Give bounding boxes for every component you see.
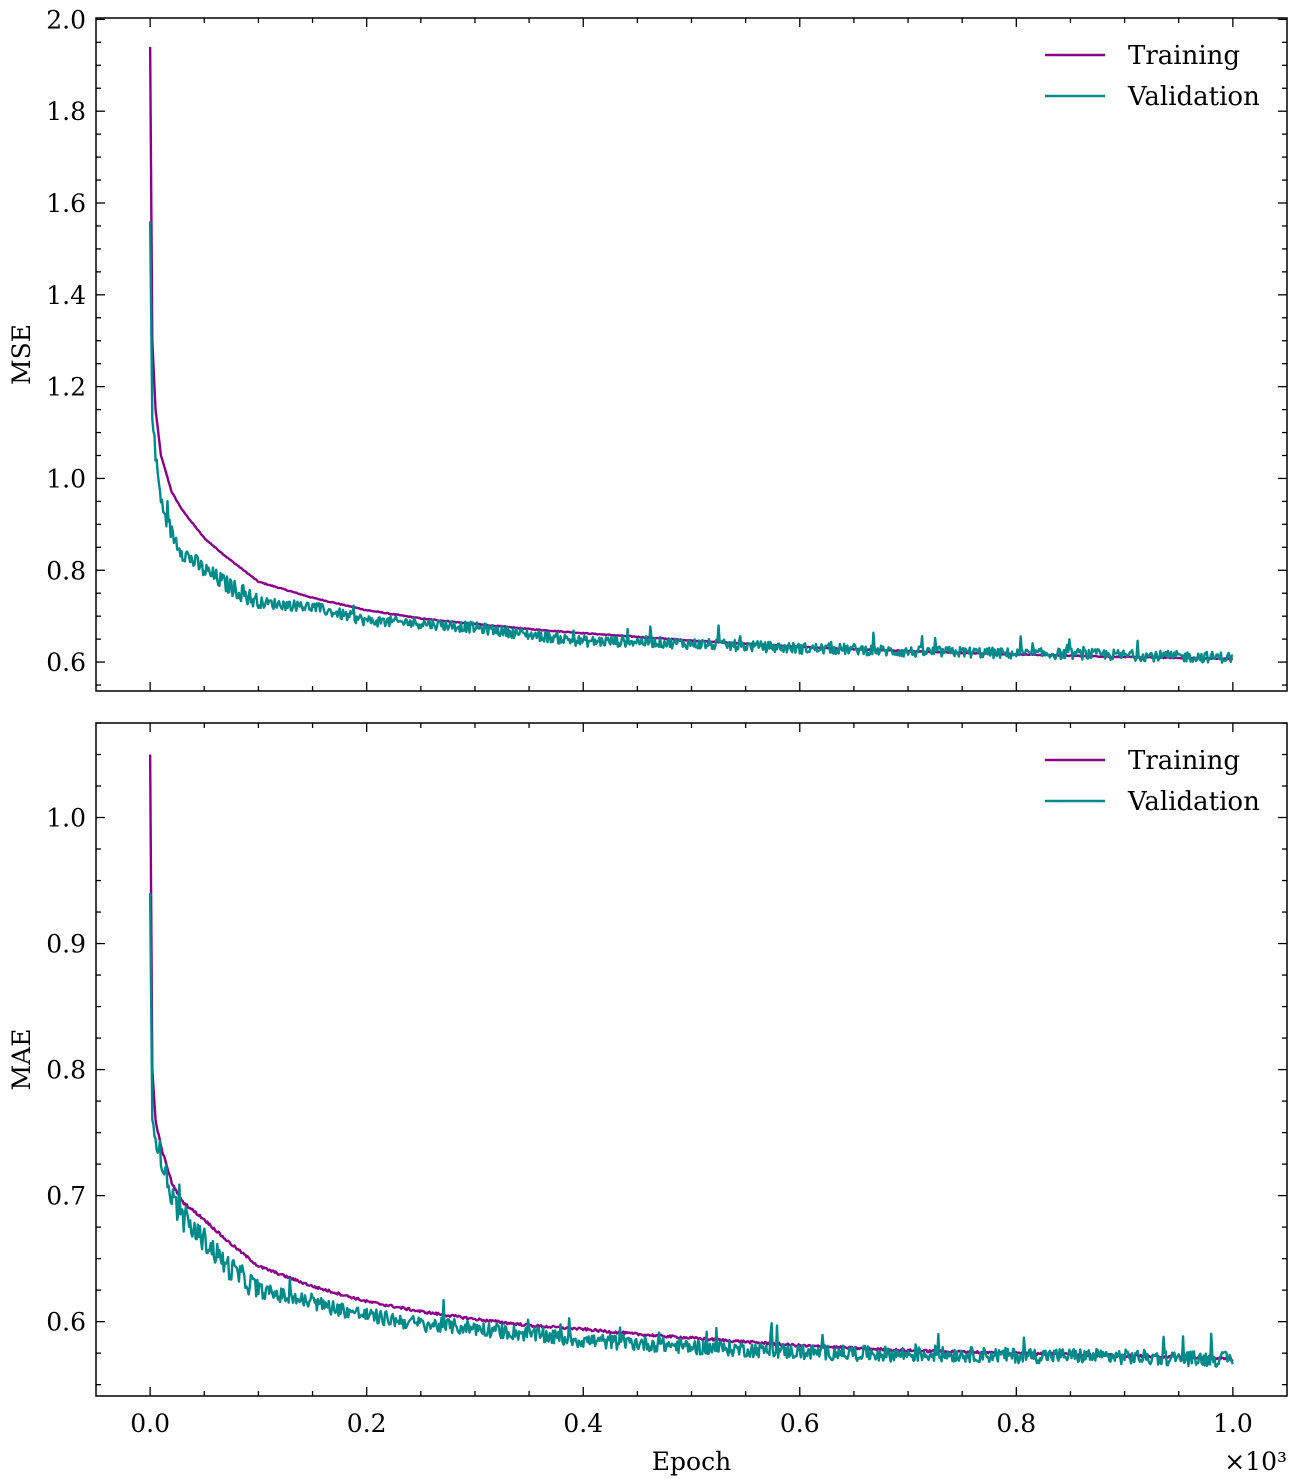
legend-label-validation: Validation (1127, 787, 1260, 817)
y-tick-label: 0.7 (46, 1182, 86, 1211)
y-tick-label: 1.8 (46, 97, 86, 126)
y-tick-label: 1.0 (46, 804, 86, 833)
mae-panel: 0.6 0.7 0.8 0.9 1.0 0.0 0.2 0.4 0.6 0.8 1.0 Epoch ×1… (7, 722, 1288, 1476)
x-tick-label: 0.2 (347, 1409, 387, 1438)
legend-label-training: Training (1128, 746, 1240, 776)
y-tick-label: 0.9 (46, 930, 86, 959)
x-offset-label: ×10³ (1224, 1447, 1287, 1476)
series-line-training (148, 46, 1234, 661)
y-tick-label: 2.0 (46, 5, 86, 34)
x-tick-label: 0.6 (780, 1409, 820, 1438)
series-line-training (148, 754, 1234, 1362)
series-line-validation (148, 221, 1234, 664)
x-tick-label: 1.0 (1213, 1409, 1253, 1438)
y-axis-label: MAE (7, 1029, 36, 1091)
mse-panel: 0.6 0.8 1.0 1.2 1.4 1.6 1.8 2.0 MSE Training Valid… (7, 5, 1288, 692)
legend-label-validation: Validation (1127, 82, 1260, 112)
y-tick-label: 1.4 (46, 281, 86, 310)
legend-label-training: Training (1128, 41, 1240, 71)
y-tick-label: 0.8 (46, 556, 86, 585)
y-tick-label: 1.6 (46, 189, 86, 218)
y-tick-label: 0.6 (46, 648, 86, 677)
y-tick-label: 0.8 (46, 1056, 86, 1085)
y-tick-label: 0.6 (46, 1308, 86, 1337)
y-tick-label: 1.2 (46, 373, 86, 402)
axes-frame (95, 17, 1288, 692)
x-tick-label: 0.8 (996, 1409, 1036, 1438)
x-tick-label: 0.0 (130, 1409, 170, 1438)
y-tick-label: 1.0 (46, 464, 86, 493)
x-axis-label: Epoch (652, 1447, 731, 1476)
y-axis-label: MSE (7, 324, 36, 385)
series-line-validation (148, 893, 1234, 1368)
x-tick-label: 0.4 (563, 1409, 603, 1438)
